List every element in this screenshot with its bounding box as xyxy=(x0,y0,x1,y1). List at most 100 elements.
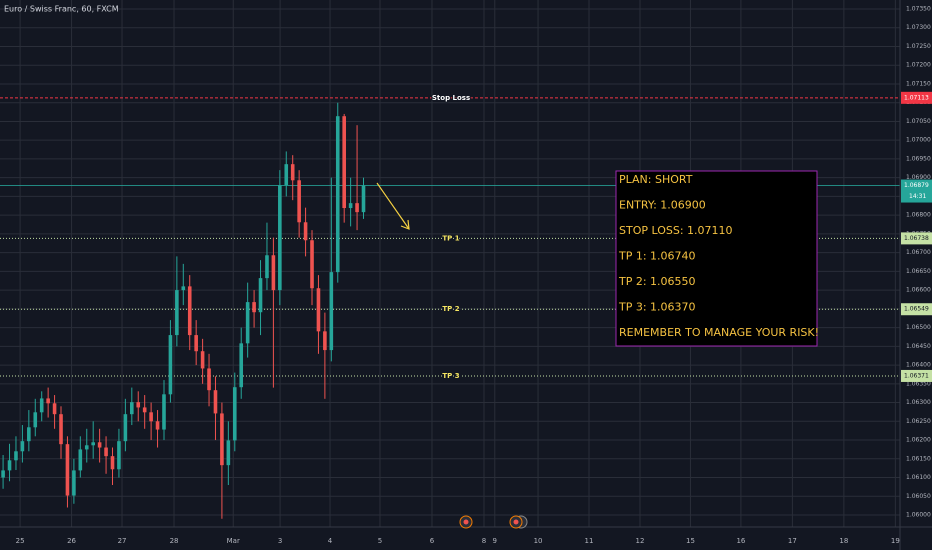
candle-body xyxy=(355,203,359,213)
arrow-head xyxy=(400,219,410,230)
plan-text: PLAN: SHORT ENTRY: 1.06900 STOP LOSS: 1.07… xyxy=(618,173,819,339)
candle-body xyxy=(78,449,83,471)
candle-body xyxy=(72,470,76,496)
candle-body xyxy=(220,413,224,466)
last-price-tag xyxy=(901,179,932,203)
candle-body xyxy=(271,255,276,291)
level-label: Stop Loss xyxy=(432,94,470,102)
y-tick-label: 1.06400 xyxy=(906,362,931,369)
x-tick-label: 11 xyxy=(585,537,594,545)
candle-body xyxy=(361,185,366,213)
x-tick-label: 16 xyxy=(736,537,745,545)
arrow xyxy=(376,182,410,230)
y-tick-label: 1.06700 xyxy=(906,249,931,256)
price-tag-label: 1.06738 xyxy=(904,235,929,242)
x-tick-label: 18 xyxy=(839,537,848,545)
y-tick-label: 1.06300 xyxy=(906,399,931,406)
price-tag-label: 1.07113 xyxy=(904,94,929,101)
candle-body xyxy=(245,302,250,344)
candle-body xyxy=(200,351,205,369)
candle-body xyxy=(84,445,89,450)
y-tick-label: 1.06150 xyxy=(906,455,931,462)
event-icon-dot xyxy=(463,519,469,525)
y-tick-label: 1.07150 xyxy=(906,80,931,87)
x-tick-label: 4 xyxy=(328,537,333,545)
candle-body xyxy=(226,440,231,466)
y-tick-label: 1.06600 xyxy=(906,287,931,294)
candle-body xyxy=(284,164,289,186)
candle-body xyxy=(59,414,63,445)
candle-body xyxy=(27,427,31,442)
candle-body xyxy=(104,447,108,457)
candle-body xyxy=(65,444,70,496)
x-tick-label: 9 xyxy=(493,537,497,545)
countdown: 14:31 xyxy=(909,193,926,200)
candle-body xyxy=(278,185,282,291)
x-tick-label: 27 xyxy=(118,537,127,545)
candle-body xyxy=(46,398,50,404)
y-tick-label: 1.06950 xyxy=(906,155,931,162)
candle-body xyxy=(33,412,38,428)
candle-body xyxy=(14,451,18,461)
candle-body xyxy=(239,343,244,388)
x-tick-label: 15 xyxy=(686,537,695,545)
candle-body xyxy=(181,286,186,291)
candle-body xyxy=(7,460,12,471)
y-tick-label: 1.06050 xyxy=(906,493,931,500)
candles xyxy=(1,102,366,519)
chart-title: Euro / Swiss Franc, 60, FXCM xyxy=(4,5,119,14)
y-tick-label: 1.07250 xyxy=(906,43,931,50)
y-tick-label: 1.07000 xyxy=(906,137,931,144)
axes: 1.06000 1.06050 1.06100 1.06150 1.06200 1.062… xyxy=(16,5,932,545)
y-tick-label: 1.06200 xyxy=(906,437,931,444)
x-tick-label: 25 xyxy=(16,537,25,545)
candle-body xyxy=(187,286,192,336)
x-tick-label: 6 xyxy=(430,537,435,545)
event-icon-dot xyxy=(513,519,519,525)
y-tick-label: 1.06250 xyxy=(906,418,931,425)
x-tick-label: 12 xyxy=(636,537,645,545)
x-tick-label: 19 xyxy=(891,537,900,545)
candle-body xyxy=(136,402,141,408)
candle-body xyxy=(123,414,128,442)
plan-line: TP 3: 1.06370 xyxy=(618,301,696,314)
x-tick-label: 3 xyxy=(278,537,282,545)
candle-body xyxy=(175,290,179,336)
candle-body xyxy=(252,302,256,313)
candle-body xyxy=(323,331,327,351)
y-tick-label: 1.07050 xyxy=(906,118,931,125)
level-label: TP 1 xyxy=(442,234,459,242)
y-tick-label: 1.07350 xyxy=(906,5,931,12)
candle-body xyxy=(142,407,147,413)
y-tick-label: 1.06350 xyxy=(906,380,931,387)
y-tick-label: 1.06800 xyxy=(906,212,931,219)
price-tag xyxy=(901,91,932,104)
price-tag-label: 1.06549 xyxy=(904,306,929,313)
x-tick-label: 26 xyxy=(67,537,76,545)
candle-body xyxy=(1,470,5,478)
candle-body xyxy=(110,456,115,470)
last-price-label: 1.06879 xyxy=(904,182,929,189)
candle-body xyxy=(310,240,314,289)
candle-body xyxy=(232,387,237,441)
candle-body xyxy=(91,442,95,446)
candle-body xyxy=(213,390,218,414)
plan-line: REMEMBER TO MANAGE YOUR RISK! xyxy=(619,326,819,339)
candle-body xyxy=(20,441,25,452)
price-axis xyxy=(900,0,932,550)
candle-body xyxy=(290,164,295,181)
y-tick-label: 1.06450 xyxy=(906,343,931,350)
level-label: TP 2 xyxy=(442,305,459,313)
plan-box xyxy=(615,170,818,347)
candle-body xyxy=(207,368,211,391)
price-tag xyxy=(901,232,932,245)
candle-body xyxy=(97,442,102,448)
x-tick-label: 28 xyxy=(170,537,179,545)
y-tick-label: 1.06900 xyxy=(906,174,931,181)
candle-body xyxy=(39,398,44,413)
price-tag xyxy=(901,369,932,382)
candle-body xyxy=(297,180,301,223)
price-tag-label: 1.06371 xyxy=(904,372,929,379)
